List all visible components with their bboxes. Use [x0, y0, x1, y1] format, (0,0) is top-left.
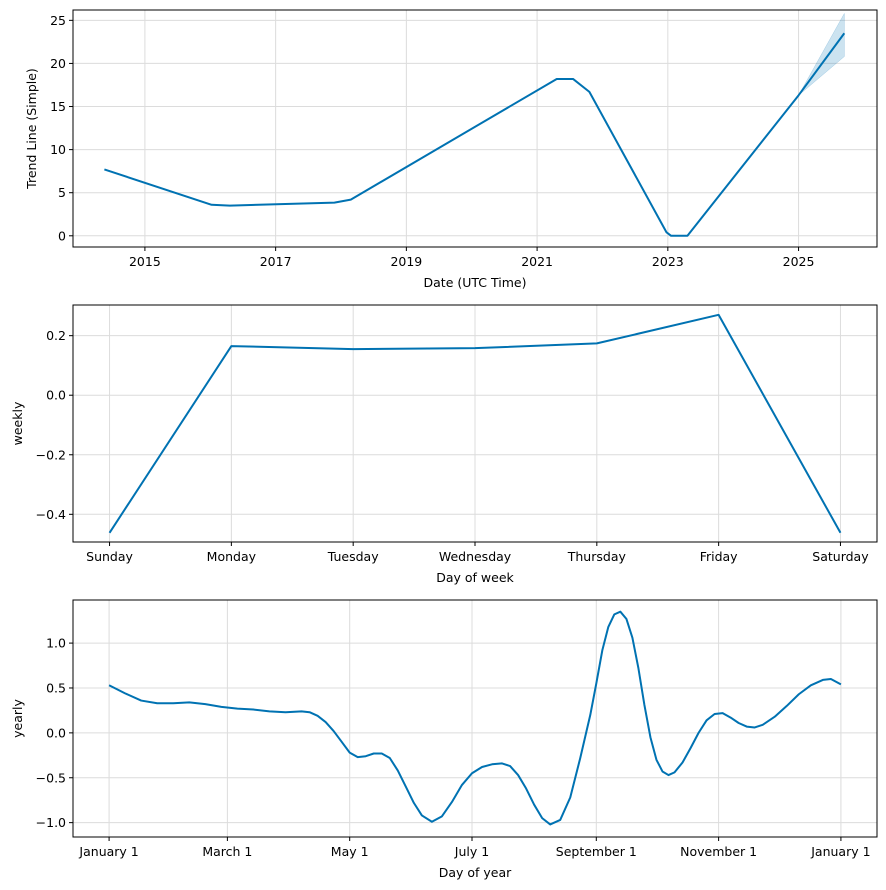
- y-tick-label: 0.2: [46, 328, 66, 343]
- x-axis-label: Day of year: [439, 865, 512, 880]
- x-tick-label: 2023: [652, 254, 684, 269]
- y-tick-label: 0.5: [46, 680, 66, 695]
- axes-frame: [72, 599, 878, 838]
- x-tick-label: Saturday: [812, 549, 869, 564]
- x-tick-label: Thursday: [567, 549, 627, 564]
- x-tick-label: 2015: [129, 254, 161, 269]
- yearly-series-line: [108, 610, 842, 826]
- y-tick-label: 25: [50, 13, 66, 28]
- x-tick-label: September 1: [556, 844, 637, 859]
- y-axis-label: yearly: [10, 699, 25, 738]
- x-tick-label: 2019: [390, 254, 422, 269]
- x-tick-label: Sunday: [86, 549, 133, 564]
- y-tick-label: 5: [58, 185, 66, 200]
- x-tick-label: March 1: [202, 844, 252, 859]
- uncertainty-band: [798, 12, 845, 96]
- weekly-panel: Sunday Monday Tuesday Wednesday Thursday Frid…: [10, 304, 878, 585]
- x-tick-label: July 1: [454, 844, 489, 859]
- x-tick-label: 2017: [260, 254, 292, 269]
- y-tick-label: 0: [58, 228, 66, 243]
- x-tick-label: 2025: [783, 254, 815, 269]
- y-tick-label: 10: [50, 142, 66, 157]
- x-tick-label: Tuesday: [327, 549, 379, 564]
- y-tick-label: 1.0: [46, 636, 66, 651]
- y-tick-label: −0.5: [36, 770, 66, 785]
- x-tick-label: Friday: [700, 549, 738, 564]
- y-axis-label: weekly: [10, 401, 25, 445]
- y-tick-label: −0.2: [36, 447, 66, 462]
- y-tick-label: 0.0: [46, 725, 66, 740]
- y-tick-label: 20: [50, 56, 66, 71]
- x-axis-label: Date (UTC Time): [424, 275, 527, 290]
- y-tick-label: −1.0: [36, 815, 66, 830]
- x-tick-label: Wednesday: [439, 549, 512, 564]
- x-axis-label: Day of week: [436, 570, 514, 585]
- x-tick-label: January 1: [78, 844, 138, 859]
- weekly-series-line: [108, 313, 842, 534]
- axes-frame: [72, 9, 878, 248]
- y-tick-label: 0.0: [46, 388, 66, 403]
- yearly-panel: January 1 March 1 May 1 July 1 September 1 No…: [10, 599, 878, 880]
- trend-series-line: [104, 32, 846, 237]
- x-tick-label: January 1: [810, 844, 870, 859]
- x-tick-label: 2021: [521, 254, 553, 269]
- y-axis-label: Trend Line (Simple): [24, 68, 39, 190]
- x-tick-label: May 1: [331, 844, 369, 859]
- x-tick-label: Monday: [207, 549, 257, 564]
- x-tick-label: November 1: [680, 844, 757, 859]
- y-tick-label: −0.4: [36, 507, 66, 522]
- y-tick-label: 15: [50, 99, 66, 114]
